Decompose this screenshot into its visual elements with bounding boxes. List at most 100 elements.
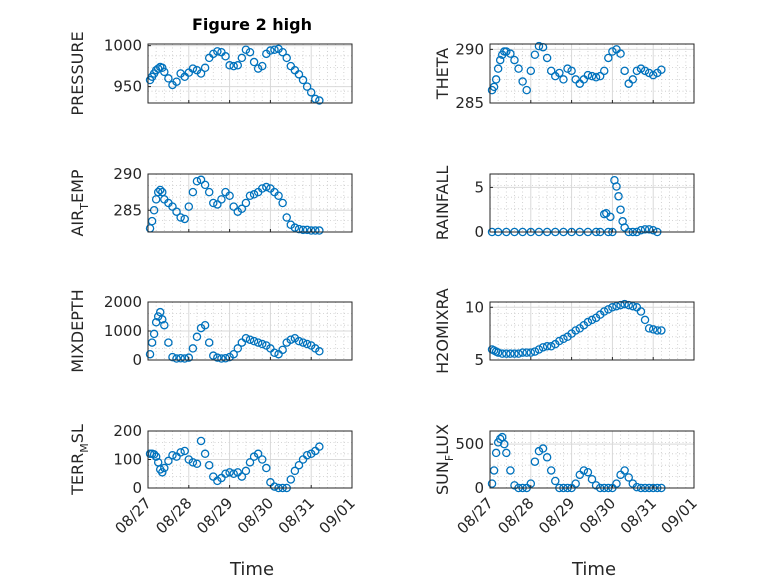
data-point bbox=[495, 434, 505, 444]
data-point bbox=[213, 200, 222, 209]
data-point bbox=[153, 187, 163, 197]
y-tick-label: 285 bbox=[455, 94, 484, 112]
axes-box bbox=[147, 173, 353, 233]
data-point bbox=[563, 64, 572, 73]
data-point bbox=[306, 226, 316, 235]
x-tick-label: 08/27 bbox=[454, 494, 497, 537]
data-point bbox=[200, 449, 210, 459]
y-tick-label: 0 bbox=[132, 479, 142, 497]
data-point bbox=[237, 53, 247, 63]
data-point bbox=[249, 336, 259, 346]
data-point bbox=[155, 307, 165, 317]
data-point bbox=[530, 50, 540, 59]
data-point bbox=[278, 47, 287, 57]
data-point bbox=[257, 339, 267, 349]
data-point bbox=[225, 191, 234, 200]
data-point bbox=[286, 475, 296, 484]
data-point bbox=[632, 66, 642, 76]
data-point bbox=[249, 57, 259, 67]
data-point bbox=[155, 185, 165, 195]
data-point bbox=[147, 216, 157, 226]
data-point bbox=[204, 460, 214, 470]
y-axis-label: PRESSURE bbox=[68, 31, 87, 115]
data-point bbox=[286, 61, 296, 71]
x-tick-label: 09/01 bbox=[658, 494, 701, 537]
data-point bbox=[514, 64, 523, 73]
data-point bbox=[624, 473, 633, 482]
data-point bbox=[257, 61, 267, 71]
data-point bbox=[551, 476, 560, 486]
data-point bbox=[149, 450, 159, 459]
data-point bbox=[612, 301, 621, 311]
y-axis-label: AIRTEMP bbox=[68, 169, 91, 236]
data-point bbox=[241, 198, 251, 208]
data-point bbox=[657, 65, 666, 74]
data-point bbox=[542, 53, 552, 63]
y-tick-label: 1000 bbox=[104, 322, 142, 340]
data-point bbox=[315, 347, 324, 356]
data-point bbox=[546, 466, 556, 475]
data-point bbox=[495, 55, 505, 65]
subplot-5: 0 1000 2000 MIXDEPTH bbox=[68, 289, 353, 373]
data-point bbox=[567, 66, 576, 76]
data-point bbox=[225, 61, 234, 70]
data-point bbox=[497, 432, 507, 442]
data-point bbox=[306, 88, 316, 97]
data-point bbox=[487, 479, 497, 488]
data-point bbox=[158, 63, 167, 73]
data-point bbox=[636, 64, 646, 73]
data-point bbox=[636, 307, 646, 316]
data-point bbox=[302, 339, 312, 349]
data-point bbox=[579, 466, 589, 475]
y-tick-label: 10 bbox=[465, 298, 484, 316]
data-point bbox=[237, 204, 247, 214]
data-point bbox=[180, 214, 189, 224]
data-point bbox=[180, 446, 189, 456]
data-point bbox=[245, 335, 255, 344]
data-point bbox=[245, 458, 255, 467]
data-point bbox=[612, 182, 621, 191]
data-point bbox=[253, 449, 263, 459]
data-point bbox=[290, 223, 300, 232]
data-point bbox=[188, 64, 198, 73]
y-axis-label: SUNFLUX bbox=[433, 424, 456, 495]
data-point bbox=[493, 348, 503, 357]
data-point bbox=[302, 82, 312, 91]
data-point bbox=[500, 439, 509, 449]
data-point bbox=[149, 329, 159, 339]
data-point bbox=[294, 460, 304, 470]
data-point bbox=[209, 351, 218, 360]
y-tick-label: 100 bbox=[113, 451, 142, 469]
data-point bbox=[237, 472, 247, 481]
data-point bbox=[493, 64, 503, 73]
data-point bbox=[526, 66, 536, 76]
subplot-8: 0 500SUNFLUX08/2708/2808/2908/3008/3109/0… bbox=[433, 424, 701, 537]
data-point bbox=[583, 467, 593, 477]
data-point bbox=[538, 343, 548, 352]
data-point bbox=[290, 466, 300, 476]
data-point bbox=[315, 442, 324, 451]
data-point bbox=[648, 225, 658, 235]
data-point bbox=[213, 47, 222, 56]
data-point bbox=[555, 336, 564, 346]
y-tick-label: 5 bbox=[474, 178, 484, 196]
data-point bbox=[176, 213, 185, 222]
subplot-6: 5 10 H2OMIXRA bbox=[433, 288, 695, 374]
y-tick-label: 1000 bbox=[104, 37, 142, 55]
data-point bbox=[168, 202, 177, 211]
data-point bbox=[514, 349, 523, 358]
data-point bbox=[229, 61, 238, 71]
data-point bbox=[213, 353, 222, 362]
x-tick-label: 08/30 bbox=[576, 494, 619, 537]
data-point bbox=[233, 61, 243, 70]
y-tick-label: 285 bbox=[113, 201, 142, 219]
data-point bbox=[628, 301, 638, 311]
data-point bbox=[559, 334, 568, 344]
data-point bbox=[587, 474, 597, 484]
data-point bbox=[506, 49, 515, 58]
data-point bbox=[644, 68, 654, 78]
data-point bbox=[315, 226, 324, 235]
data-point bbox=[294, 70, 304, 79]
